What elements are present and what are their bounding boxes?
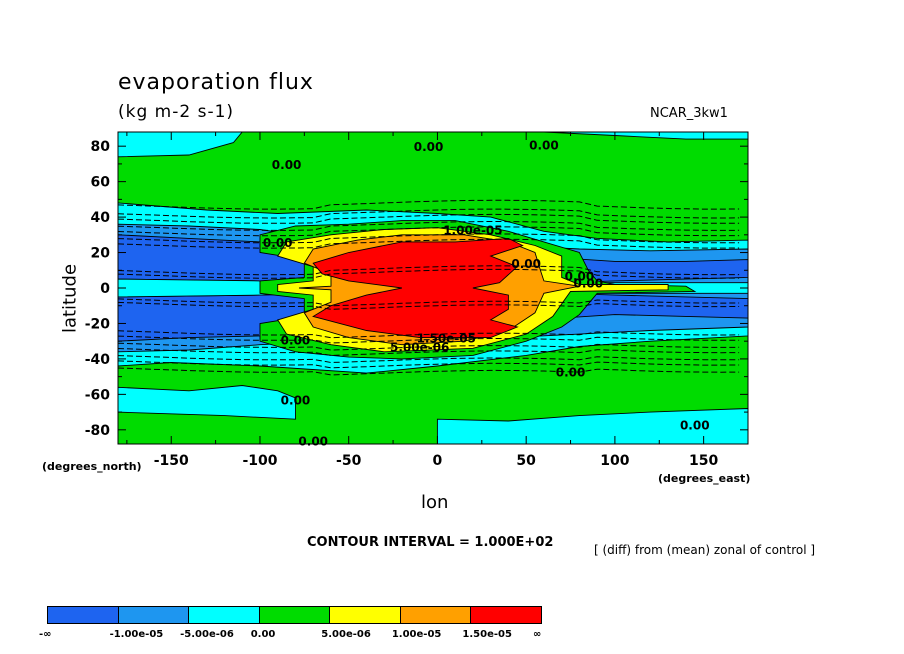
colorbar-label: 1.50e-05 <box>462 629 512 640</box>
colorbar-label: 0.00 <box>250 629 276 640</box>
colorbar-label: 1.00e-05 <box>391 629 442 640</box>
dashed-contour-5 <box>118 233 740 244</box>
dashed-contour-12 <box>118 335 740 344</box>
y-tick-label: 40 <box>91 210 111 226</box>
dashed-contour-17 <box>118 367 740 376</box>
colorbar-swatch <box>399 606 472 624</box>
colorbar-swatch <box>470 606 542 624</box>
dashed-contour-3 <box>118 220 740 231</box>
colorbar-swatch <box>117 606 190 624</box>
chart-units: (kg m-2 s-1) <box>118 102 235 122</box>
contour-interval: CONTOUR INTERVAL = 1.000E+02 <box>307 535 554 550</box>
dashed-contour-9 <box>118 298 740 307</box>
dashed-contour-8 <box>118 268 740 279</box>
dashed-contour-4 <box>118 226 740 237</box>
dashed-contour-16 <box>118 360 740 369</box>
contour-region-3 <box>436 408 748 444</box>
contour-label: 0.00 <box>511 257 541 271</box>
dashed-contour-13 <box>118 342 740 351</box>
y-tick-label: 60 <box>91 175 111 191</box>
dashed-contour-7 <box>118 265 740 276</box>
dashed-contour-15 <box>118 355 740 364</box>
x-axis-label: lon <box>421 492 449 513</box>
x-tick-label: 150 <box>689 453 718 469</box>
contour-label: 0.00 <box>272 158 302 172</box>
colorbar-swatch <box>47 606 119 624</box>
dashed-contour-1 <box>118 208 740 219</box>
colorbar-label: ∞ <box>533 629 542 640</box>
y-tick-label: -20 <box>85 316 111 332</box>
dashed-contour-6 <box>118 238 740 249</box>
y-axis-label: latitude <box>59 263 81 334</box>
y-tick-label: 0 <box>100 281 110 297</box>
contour-label: 0.00 <box>281 394 311 408</box>
contour-region-4 <box>543 132 748 140</box>
colorbar-swatch <box>188 606 260 624</box>
contour-label: 0.00 <box>281 333 311 347</box>
x-tick-label: 0 <box>433 453 443 469</box>
y-tick-label: 80 <box>91 139 111 155</box>
contour-labels: 0.00 0.000.000.001.00e-050.000.001.50e-05… <box>263 138 710 448</box>
y-tick-label: -80 <box>85 423 111 439</box>
model-name: NCAR_3kw1 <box>650 106 728 121</box>
contour-label: 0.00 <box>414 140 444 154</box>
dashed-contour-0 <box>118 199 740 210</box>
colorbar-label: 5.00e-06 <box>321 629 371 640</box>
y-tick-label: 20 <box>91 246 111 262</box>
contour-label: 1.00e-05 <box>443 224 502 238</box>
contour-label: 0.00 <box>263 236 293 250</box>
y-tick-label: -40 <box>85 352 111 368</box>
x-axis-units: (degrees_east) <box>658 472 751 485</box>
contour-region-2 <box>118 385 296 420</box>
dashed-contour-2 <box>118 213 740 224</box>
colorbar-swatch <box>329 606 401 624</box>
axis-ticks: -150 -100 -50 0 50 100 150 80 60 40 20 0 -20 -40 -60 -8… <box>85 132 749 469</box>
contour-label: 0.00 <box>529 138 559 152</box>
comparison-description: [ (diff) from (mean) zonal of control ] <box>594 543 816 557</box>
y-tick-label: -60 <box>85 387 111 403</box>
x-tick-label: -50 <box>336 453 362 469</box>
contour-label: 0.00 <box>298 434 328 448</box>
contour-label: 1.50e-05 <box>417 332 476 346</box>
x-tick-label: 50 <box>516 453 536 469</box>
colorbar-label: -1.00e-05 <box>109 629 164 640</box>
contour-label: 0.00 <box>573 277 603 291</box>
y-axis-units: (degrees_north) <box>42 460 142 473</box>
x-tick-label: 100 <box>600 453 629 469</box>
contour-line-layer <box>118 199 740 376</box>
colorbar-swatch <box>258 606 331 624</box>
contour-label: 0.00 <box>556 365 586 379</box>
dashed-contour-14 <box>118 348 740 356</box>
dashed-contour-11 <box>118 330 740 339</box>
contour-label: 5.00e-06 <box>390 341 449 355</box>
contour-fill-layer <box>118 132 748 444</box>
contour-label: 0.00 <box>565 270 595 284</box>
contour-region-1 <box>118 132 243 158</box>
chart-title: evaporation flux <box>118 70 314 95</box>
x-tick-label: -150 <box>154 453 189 469</box>
contour-label: 0.00 <box>680 419 710 433</box>
colorbar-label: -∞ <box>39 629 52 640</box>
dashed-contour-10 <box>118 301 740 310</box>
colorbar-label: -5.00e-06 <box>180 629 234 640</box>
x-tick-label: -100 <box>242 453 277 469</box>
